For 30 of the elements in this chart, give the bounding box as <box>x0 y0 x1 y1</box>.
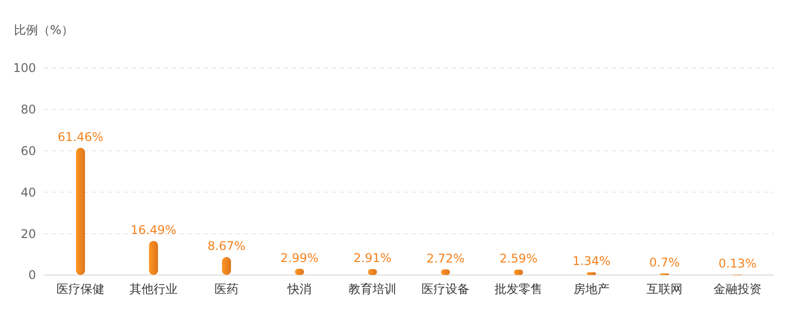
bar <box>587 272 596 275</box>
x-tick-label: 医疗保健 <box>56 282 104 296</box>
bar <box>149 240 158 275</box>
y-tick-label: 20 <box>20 226 36 241</box>
y-tick-label: 40 <box>20 185 36 200</box>
data-label: 1.34% <box>572 254 611 268</box>
x-tick-label: 金融投资 <box>714 282 762 296</box>
x-tick-label: 其他行业 <box>130 282 178 296</box>
y-axis-title: 比例（%） <box>14 23 74 37</box>
x-tick-label: 医药 <box>214 282 238 296</box>
data-label: 2.59% <box>499 252 538 266</box>
y-tick-label: 100 <box>13 61 36 76</box>
x-tick-label: 医疗设备 <box>422 282 470 296</box>
data-label: 0.7% <box>649 256 680 270</box>
x-tick-label: 互联网 <box>646 282 682 296</box>
data-label: 2.99% <box>280 250 319 265</box>
x-tick-label: 房地产 <box>574 282 610 296</box>
x-tick-label: 教育培训 <box>348 282 396 296</box>
data-label: 16.49% <box>130 222 176 237</box>
data-label: 2.91% <box>353 250 392 265</box>
data-label: 2.72% <box>426 251 465 266</box>
data-label: 0.13% <box>718 256 757 271</box>
y-tick-label: 80 <box>20 102 36 117</box>
data-label: 8.67% <box>207 239 246 254</box>
x-tick-label: 批发零售 <box>494 282 542 296</box>
y-tick-label: 60 <box>20 144 36 158</box>
data-label: 61.46% <box>58 130 104 144</box>
bar <box>76 148 85 275</box>
x-tick-label: 快消 <box>286 282 312 296</box>
y-tick-label: 0 <box>28 268 36 282</box>
